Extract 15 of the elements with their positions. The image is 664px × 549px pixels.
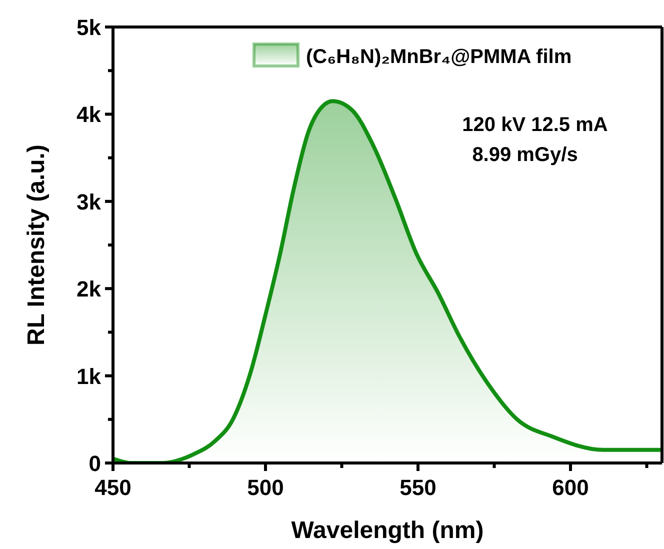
legend-label: (C₆H₈N)₂MnBr₄@PMMA film — [306, 46, 572, 68]
y-tick-label: 0 — [88, 451, 101, 476]
x-axis-title: Wavelength (nm) — [291, 517, 484, 544]
x-tick-label: 450 — [94, 475, 132, 500]
y-axis-title: RL Intensity (a.u.) — [23, 144, 50, 346]
x-tick-label: 600 — [552, 475, 589, 500]
annotation: 8.99 mGy/s — [472, 144, 578, 166]
y-tick-label: 5k — [76, 15, 102, 40]
y-tick-label: 3k — [76, 189, 102, 214]
y-tick-label: 1k — [76, 364, 102, 389]
x-tick-label: 550 — [400, 475, 436, 500]
y-tick-label: 4k — [76, 102, 102, 128]
y-tick-label: 2k — [76, 276, 102, 302]
annotation: 120 kV 12.5 mA — [462, 114, 608, 136]
x-tick-label: 500 — [247, 475, 284, 500]
